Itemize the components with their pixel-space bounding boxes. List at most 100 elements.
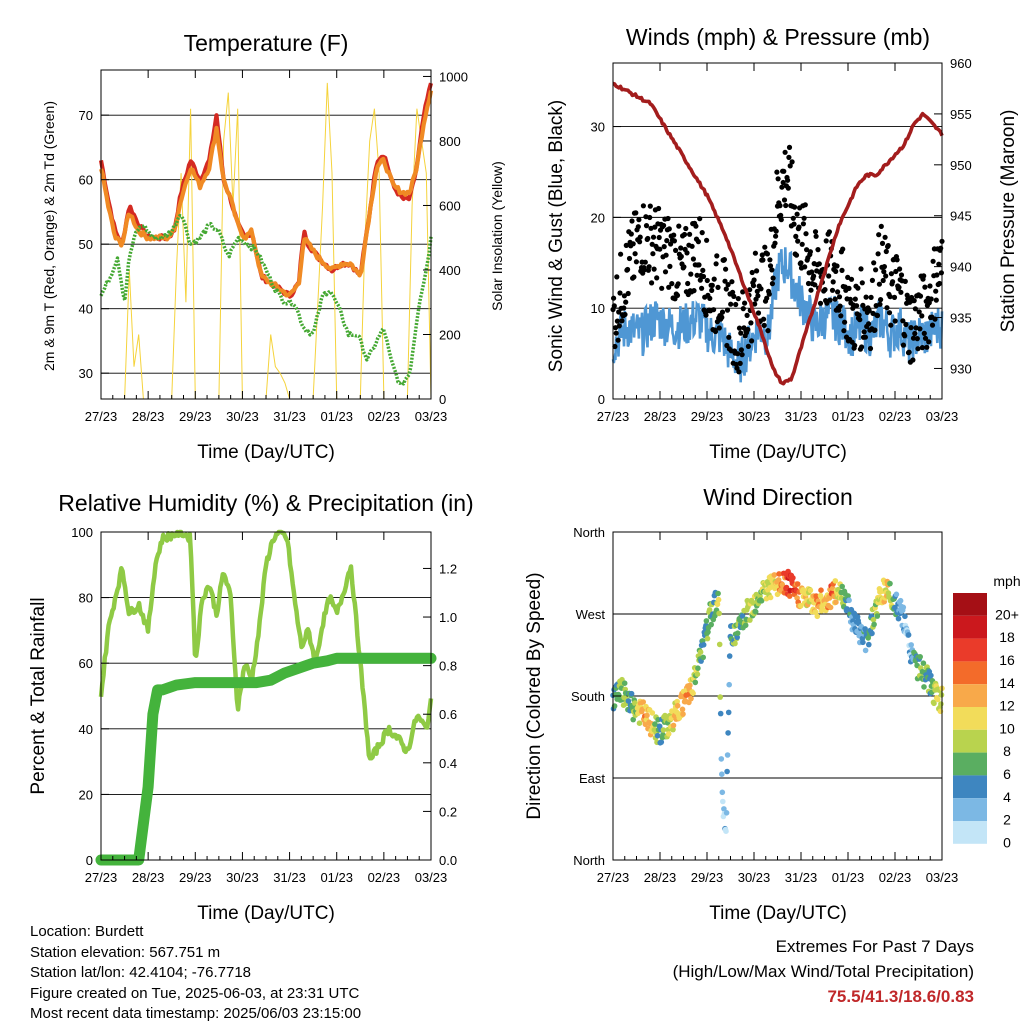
gust-point: [876, 232, 882, 238]
gust-point: [858, 266, 864, 272]
gust-point: [736, 325, 743, 331]
gust-point: [811, 273, 817, 279]
gust-point: [900, 342, 907, 348]
station-latlon: Station lat/lon: 42.4104; -76.7718: [30, 964, 252, 982]
gust-point: [697, 216, 703, 222]
gust-point: [650, 234, 657, 240]
gust-point: [656, 234, 662, 241]
gust-point: [911, 298, 917, 304]
gust-point: [617, 290, 623, 296]
gust-point: [778, 217, 784, 223]
y-tick-label: 60: [79, 656, 93, 671]
gust-point: [755, 293, 761, 299]
gust-point: [802, 202, 808, 208]
gust-point: [711, 307, 717, 313]
gust-point: [835, 289, 841, 295]
y2-tick-label: 0.2: [439, 804, 457, 819]
direction-point: [697, 649, 704, 655]
direction-point: [687, 682, 693, 689]
gust-point: [640, 203, 647, 209]
gust-point: [798, 260, 804, 266]
gust-point: [772, 240, 778, 246]
x-tick-label: 27/23: [597, 870, 630, 885]
gust-point: [636, 217, 642, 223]
direction-point: [771, 572, 778, 578]
gust-point: [936, 261, 942, 267]
direction-point: [670, 726, 676, 733]
gust-point: [855, 285, 861, 291]
gust-point: [859, 344, 865, 350]
x-tick-label: 31/23: [273, 409, 306, 424]
gust-point: [614, 274, 620, 280]
direction-point: [716, 641, 723, 648]
x-tick-label: 30/23: [738, 409, 771, 424]
humidity-panel: Relative Humidity (%) & Precipitation (i…: [28, 490, 474, 924]
wind-direction-series: [610, 568, 945, 834]
gust-point: [922, 335, 929, 341]
gust-point: [764, 295, 770, 301]
gust-point: [628, 231, 634, 237]
gust-point: [646, 264, 652, 270]
gust-point: [802, 264, 808, 270]
direction-point: [700, 654, 706, 661]
direction-point: [775, 577, 782, 583]
precip-line: [95, 652, 437, 866]
y-tick-label: 20: [591, 210, 605, 225]
legend-label: 16: [999, 652, 1015, 668]
x-tick-label: 28/23: [132, 409, 165, 424]
gust-point: [739, 352, 745, 358]
temperature-frame: [100, 69, 432, 400]
gust-point: [657, 246, 663, 252]
gust-point: [842, 319, 848, 325]
gust-point: [713, 261, 719, 267]
gust-point: [873, 267, 879, 273]
gust-point: [725, 282, 731, 288]
gust-point: [790, 215, 796, 221]
gust-point: [659, 285, 665, 291]
direction-point: [827, 604, 834, 611]
direction-tick-label: West: [576, 607, 606, 622]
gust-point: [933, 288, 939, 294]
y2-tick-label: 1000: [439, 69, 468, 84]
gust-point: [795, 238, 801, 244]
gust-point: [612, 343, 618, 350]
gust-point: [779, 184, 785, 190]
y-tick-label: 100: [71, 525, 93, 540]
direction-point: [845, 593, 851, 599]
direction-point: [652, 721, 658, 727]
winds-ticks: 0 10 20 30 930 935 940 945 950 955 960 27/23 28/23 29…: [591, 56, 972, 424]
direction-point: [839, 583, 845, 590]
wind-direction-grid: [613, 613, 942, 779]
station-info: Location: Burdett Station elevation: 567…: [30, 922, 361, 1025]
gust-point: [752, 250, 759, 256]
gust-point: [767, 257, 773, 263]
direction-point: [674, 698, 680, 705]
gust-point: [922, 284, 928, 290]
y-tick-label: 0: [598, 392, 605, 407]
direction-point: [826, 595, 833, 601]
direction-tick-label: East: [579, 771, 605, 786]
direction-point: [742, 622, 749, 629]
gust-point: [927, 283, 933, 289]
gust-point: [896, 284, 902, 290]
gust-point: [738, 347, 745, 353]
gust-point: [700, 267, 706, 273]
gust-point: [926, 339, 932, 345]
gust-point: [883, 273, 889, 279]
y-tick-label: 40: [79, 722, 93, 737]
direction-tick-label: North: [573, 525, 605, 540]
gust-point: [673, 247, 679, 253]
gust-point: [783, 202, 789, 209]
wind-direction-ticks: North East South West North 27/23 28/23 29/23 30…: [571, 525, 958, 885]
gust-point: [919, 313, 925, 319]
x-tick-label: 02/23: [368, 870, 401, 885]
temperature-ylabel-right: Solar Insolation (Yellow): [489, 161, 505, 311]
direction-point: [680, 711, 686, 717]
direction-point: [692, 679, 699, 686]
y2-tick-label: 800: [439, 134, 461, 149]
winds-grid: [613, 126, 942, 400]
gust-point: [662, 269, 669, 275]
x-tick-label: 31/23: [785, 409, 818, 424]
gust-point: [765, 328, 771, 334]
